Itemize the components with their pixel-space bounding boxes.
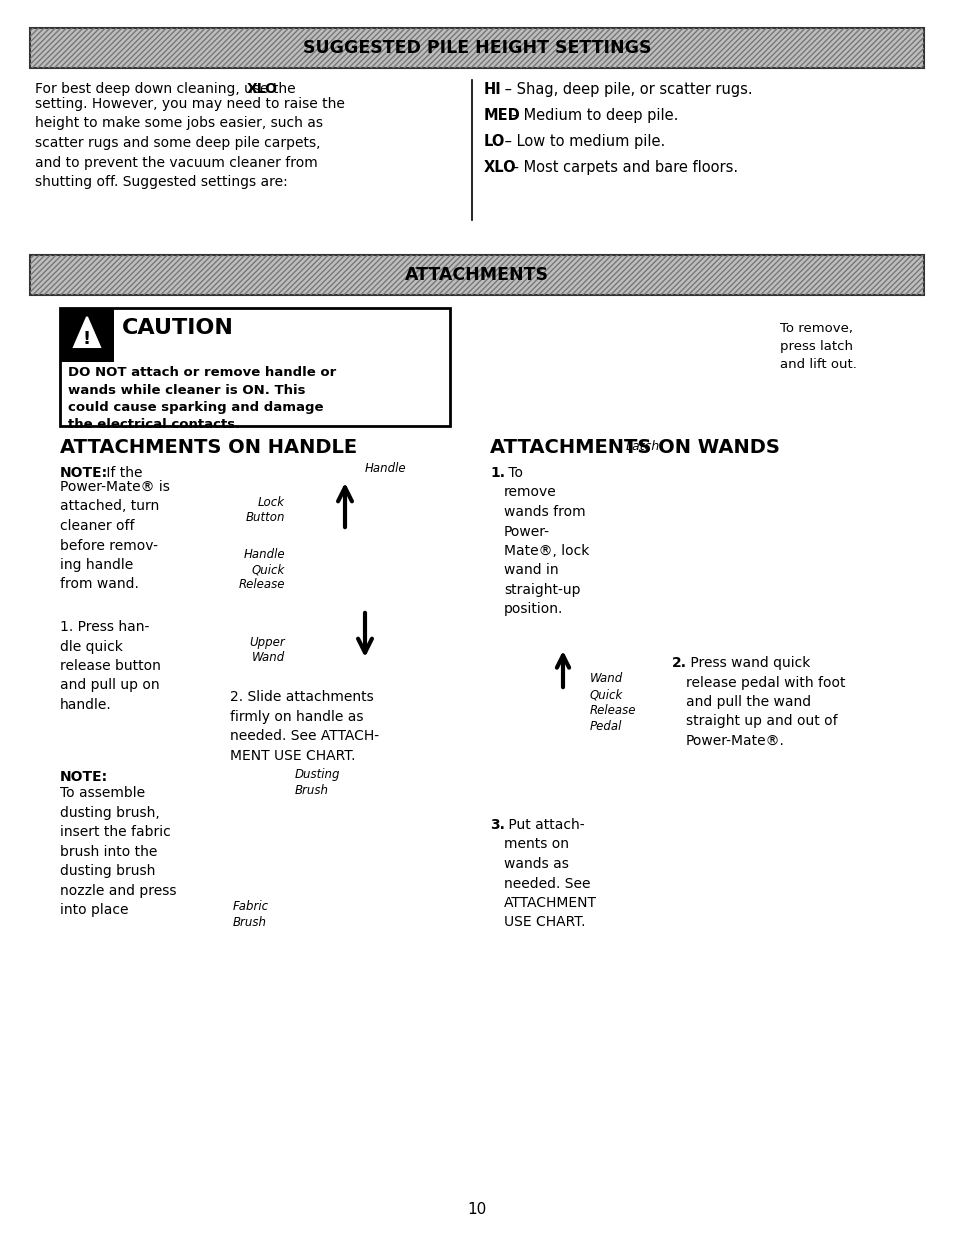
- Text: – Shag, deep pile, or scatter rugs.: – Shag, deep pile, or scatter rugs.: [499, 82, 751, 97]
- Text: 1. Press han-
dle quick
release button
and pull up on
handle.: 1. Press han- dle quick release button a…: [60, 620, 161, 712]
- Text: To remove,
press latch
and lift out.: To remove, press latch and lift out.: [780, 322, 856, 371]
- Polygon shape: [74, 317, 100, 347]
- Text: Power-Mate® is
attached, turn
cleaner off
before remov-
ing handle
from wand.: Power-Mate® is attached, turn cleaner of…: [60, 480, 170, 591]
- Text: Fabric
Brush: Fabric Brush: [233, 900, 269, 929]
- Text: XLO: XLO: [483, 160, 517, 175]
- Text: !: !: [83, 331, 91, 348]
- Text: Latch: Latch: [625, 440, 659, 453]
- Text: For best deep down cleaning, use the: For best deep down cleaning, use the: [35, 82, 299, 95]
- Text: Press wand quick
release pedal with foot
and pull the wand
straight up and out o: Press wand quick release pedal with foot…: [685, 656, 844, 748]
- Text: 1.: 1.: [490, 466, 504, 480]
- Text: 2. Slide attachments
firmly on handle as
needed. See ATTACH-
MENT USE CHART.: 2. Slide attachments firmly on handle as…: [230, 689, 378, 763]
- Text: DO NOT attach or remove handle or
wands while cleaner is ON. This
could cause sp: DO NOT attach or remove handle or wands …: [68, 366, 335, 432]
- Text: – Low to medium pile.: – Low to medium pile.: [499, 134, 664, 149]
- Text: XLO: XLO: [247, 82, 277, 95]
- Text: CAUTION: CAUTION: [122, 317, 233, 339]
- Text: ATTACHMENTS ON HANDLE: ATTACHMENTS ON HANDLE: [60, 438, 356, 458]
- Text: Wand
Quick
Release
Pedal: Wand Quick Release Pedal: [589, 672, 636, 733]
- FancyBboxPatch shape: [60, 308, 113, 362]
- Text: MED: MED: [483, 108, 520, 123]
- Text: ATTACHMENTS: ATTACHMENTS: [405, 267, 548, 284]
- Text: Lock
Button: Lock Button: [245, 496, 285, 525]
- Text: NOTE:: NOTE:: [60, 770, 108, 784]
- Text: NOTE:: NOTE:: [60, 466, 108, 480]
- Text: LO: LO: [483, 134, 505, 149]
- Text: 10: 10: [467, 1203, 486, 1218]
- Text: If the: If the: [102, 466, 142, 480]
- Text: Handle: Handle: [365, 461, 406, 475]
- Text: To assemble
dusting brush,
insert the fabric
brush into the
dusting brush
nozzle: To assemble dusting brush, insert the fa…: [60, 786, 176, 918]
- Text: SUGGESTED PILE HEIGHT SETTINGS: SUGGESTED PILE HEIGHT SETTINGS: [302, 38, 651, 57]
- FancyBboxPatch shape: [60, 308, 450, 427]
- Text: Put attach-
ments on
wands as
needed. See
ATTACHMENT
USE CHART.: Put attach- ments on wands as needed. Se…: [503, 818, 597, 930]
- Text: – Most carpets and bare floors.: – Most carpets and bare floors.: [507, 160, 738, 175]
- Text: ATTACHMENTS ON WANDS: ATTACHMENTS ON WANDS: [490, 438, 779, 458]
- FancyBboxPatch shape: [30, 29, 923, 68]
- FancyBboxPatch shape: [30, 255, 923, 295]
- Text: – Medium to deep pile.: – Medium to deep pile.: [507, 108, 679, 123]
- Text: 2.: 2.: [671, 656, 686, 670]
- Text: 3.: 3.: [490, 818, 504, 832]
- Text: Dusting
Brush: Dusting Brush: [294, 768, 340, 797]
- Text: Upper
Wand: Upper Wand: [249, 636, 285, 663]
- Text: To
remove
wands from
Power-
Mate®, lock
wand in
straight-up
position.: To remove wands from Power- Mate®, lock …: [503, 466, 589, 616]
- Text: Handle
Quick
Release: Handle Quick Release: [238, 548, 285, 591]
- Text: setting. However, you may need to raise the
height to make some jobs easier, suc: setting. However, you may need to raise …: [35, 97, 345, 188]
- Text: HI: HI: [483, 82, 501, 97]
